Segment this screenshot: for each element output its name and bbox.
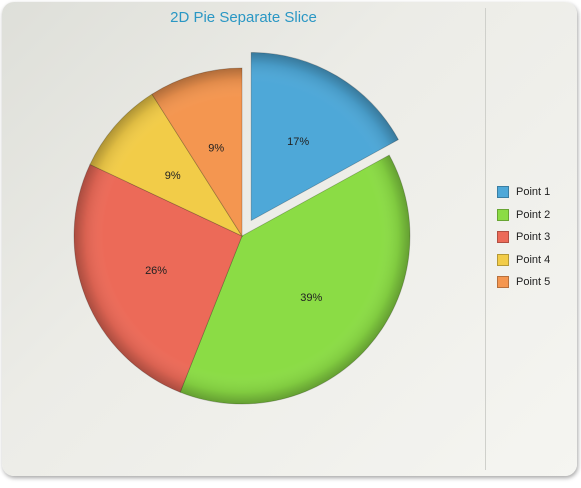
pie-slice-shading [89,94,243,236]
legend-swatch [497,208,509,221]
pie-slice-1[interactable] [83,52,419,389]
slice-label-3: 26% [145,265,167,277]
legend-label: Point 5 [516,276,551,289]
pie-slice-shading [251,52,399,221]
slice-label-2: 39% [300,292,322,304]
legend-label: Point 3 [516,231,551,244]
legend-divider [485,8,486,470]
legend-swatch [497,253,509,266]
slice-label-4: 9% [165,170,181,182]
legend-item-1[interactable]: Point 1 [497,181,550,204]
slice-label-1: 17% [287,136,309,148]
chart-title: 2D Pie Separate Slice [170,9,317,26]
legend-swatch [497,231,509,244]
legend-label: Point 2 [516,208,551,221]
slice-label-5: 9% [208,142,224,154]
legend-item-2[interactable]: Point 2 [497,204,550,227]
legend: Point 1 Point 2 Point 3 Point 4 Point 5 [497,181,550,294]
legend-item-3[interactable]: Point 3 [497,226,550,249]
pie-slice-3[interactable] [73,68,410,404]
pie-slice-shading [74,164,242,393]
pie-slice-4[interactable] [74,68,410,404]
legend-item-5[interactable]: Point 5 [497,271,550,294]
legend-item-4[interactable]: Point 4 [497,249,550,272]
legend-swatch [497,276,509,289]
legend-label: Point 4 [516,253,551,266]
legend-label: Point 1 [516,186,551,199]
legend-swatch [497,186,509,199]
